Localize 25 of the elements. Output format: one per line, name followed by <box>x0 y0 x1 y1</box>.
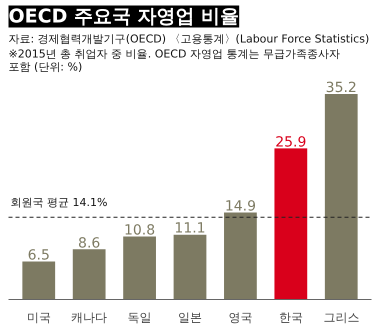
x-tick-label: 일본 <box>178 310 202 324</box>
data-label: 6.5 <box>28 248 50 264</box>
bar <box>174 234 206 300</box>
text: 자료: 경제협력개발기구(OECD) 〈고용통계〉(Labour Force Statistics) <box>8 32 370 46</box>
bar <box>324 94 358 300</box>
data-label: 35.2 <box>326 80 357 96</box>
chart-title: OECD 주요국 자영업 비율 <box>8 6 240 28</box>
chart-subtitle: ※2015년 총 취업자 중 비율. OECD 자영업 통계는 무급가족종사자 포함 (단위: %) <box>8 48 340 74</box>
bar <box>123 236 156 300</box>
x-tick-label: 미국 <box>26 310 51 324</box>
bar <box>224 212 257 300</box>
data-label: 14.9 <box>224 198 256 215</box>
x-tick-label: 그리스 <box>323 310 360 324</box>
x-tick-label: 영국 <box>228 310 252 324</box>
data-label: 11.1 <box>174 220 206 237</box>
bar <box>22 262 56 300</box>
x-tick-label: 캐나다 <box>71 310 108 324</box>
ref-line-label: 회원국 평균 14.1% <box>10 196 108 210</box>
data-label: 8.6 <box>78 235 100 252</box>
data-label: 25.9 <box>275 134 306 150</box>
bar <box>274 148 308 300</box>
data-label: 10.8 <box>124 222 156 238</box>
x-tick-label: 독일 <box>128 310 152 324</box>
bar <box>72 249 106 300</box>
x-tick-label: 한국 <box>278 310 303 324</box>
